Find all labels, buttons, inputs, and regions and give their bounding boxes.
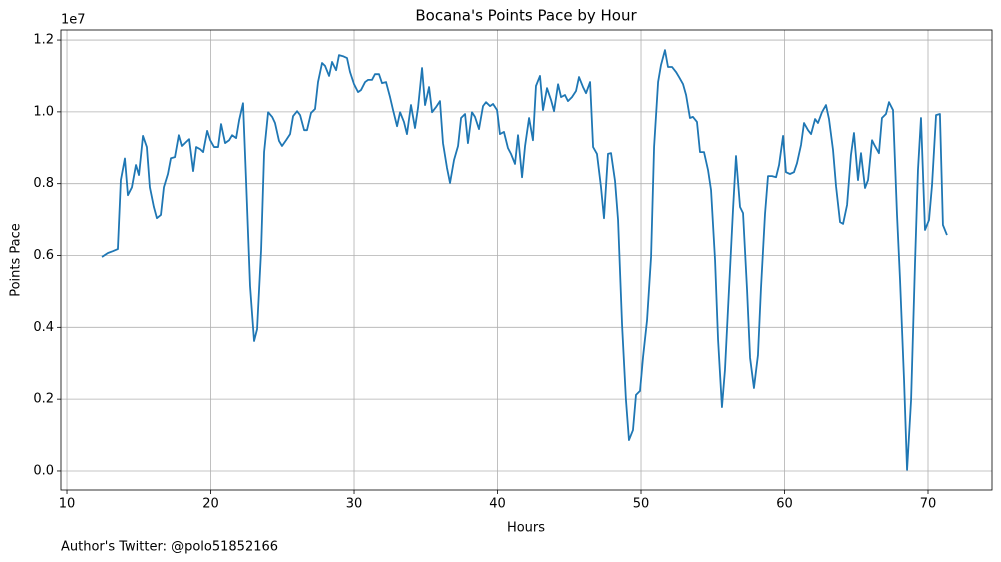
y-tick-label: 0.6	[33, 248, 54, 263]
x-tick-label: 70	[920, 497, 937, 512]
y-tick-label: 0.2	[33, 392, 54, 407]
y-tick-label: 0.8	[33, 176, 54, 191]
y-tick-label: 1.0	[33, 104, 54, 119]
chart-title: Bocana's Points Pace by Hour	[415, 7, 637, 25]
plot-frame	[60, 29, 993, 491]
footnote: Author's Twitter: @polo51852166	[61, 540, 278, 555]
x-tick-label: 40	[489, 497, 506, 512]
x-tick-label: 20	[202, 497, 219, 512]
x-tick-label: 50	[633, 497, 650, 512]
y-tick-label: 0.4	[33, 320, 54, 335]
x-tick-label: 10	[59, 497, 76, 512]
y-offset-label: 1e7	[61, 13, 86, 28]
y-axis-label: Points Pace	[9, 223, 24, 297]
x-tick-label: 30	[346, 497, 363, 512]
y-tick-label: 1.2	[33, 33, 54, 48]
x-tick-label: 60	[776, 497, 793, 512]
data-line	[101, 49, 948, 471]
x-axis-label: Hours	[507, 521, 545, 536]
y-tick-label: 0.0	[33, 463, 54, 478]
